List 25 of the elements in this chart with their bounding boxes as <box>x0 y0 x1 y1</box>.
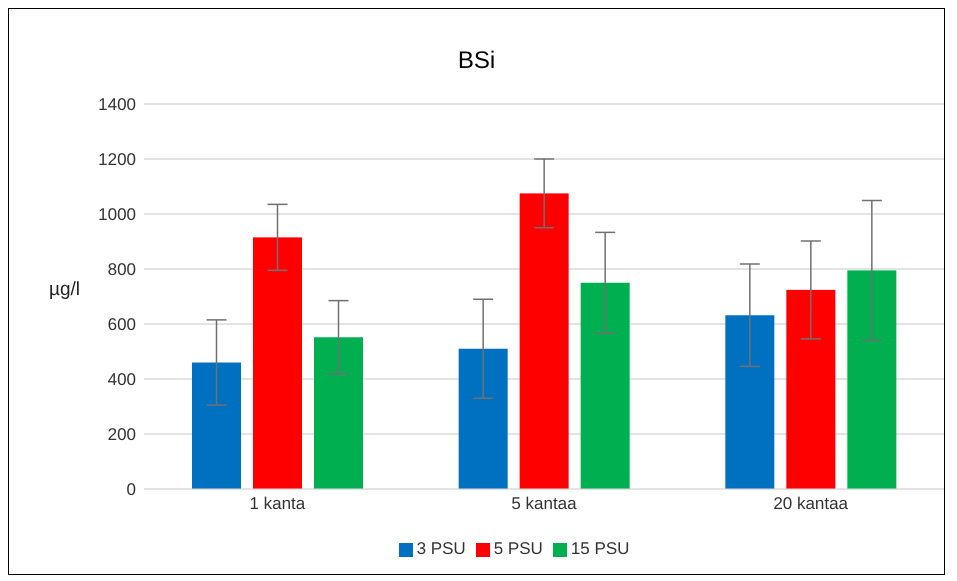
bar <box>192 362 241 489</box>
y-tick-label: 1000 <box>98 205 136 224</box>
y-tick-label: 800 <box>108 260 136 280</box>
x-tick-label: 1 kanta <box>249 494 306 514</box>
x-tick-label: 5 kantaa <box>511 494 578 514</box>
bar <box>847 270 896 489</box>
bar <box>458 348 508 489</box>
y-tick-label: 1400 <box>98 95 136 114</box>
x-tick-label: 20 kantaa <box>773 494 849 514</box>
bar <box>253 237 302 489</box>
chart-title: BSi <box>456 47 496 75</box>
y-tick-label: 0 <box>126 480 136 500</box>
y-tick-label: 400 <box>108 370 136 390</box>
y-axis-title: µg/l <box>49 279 80 301</box>
bar <box>580 282 630 489</box>
legend-label: 3 PSU <box>416 539 466 558</box>
legend-label: 15 PSU <box>570 539 630 558</box>
legend-label: 5 PSU <box>494 539 543 558</box>
y-tick-label: 1200 <box>98 150 136 170</box>
bar <box>786 290 836 489</box>
bar <box>520 193 569 489</box>
y-tick-label: 600 <box>108 315 136 334</box>
bar <box>314 337 363 489</box>
y-tick-label: 200 <box>108 425 136 444</box>
bar <box>725 315 774 489</box>
